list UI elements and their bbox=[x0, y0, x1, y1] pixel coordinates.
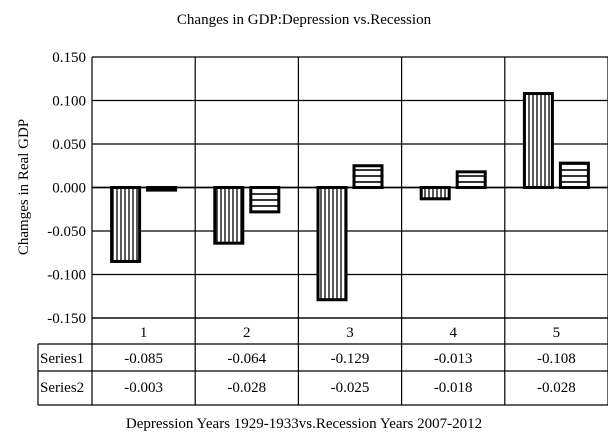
bar bbox=[249, 186, 281, 214]
y-axis-label: Chamges in Real GDP bbox=[16, 119, 32, 255]
data-label: -0.028 bbox=[537, 380, 576, 396]
bar bbox=[213, 186, 245, 245]
y-tick-label: -0.050 bbox=[47, 224, 86, 240]
bar bbox=[419, 186, 451, 201]
x-axis-label: Depression Years 1929-1933vs.Recession Y… bbox=[126, 416, 482, 432]
legend-series-name: Series1 bbox=[40, 351, 84, 367]
bar bbox=[455, 170, 487, 189]
bar bbox=[110, 186, 142, 263]
y-tick-label: 0.150 bbox=[52, 50, 86, 66]
data-label: -0.013 bbox=[434, 351, 473, 367]
data-label: -0.085 bbox=[124, 351, 163, 367]
data-label: -0.018 bbox=[434, 380, 473, 396]
x-category-label: 5 bbox=[553, 325, 561, 341]
bar bbox=[522, 92, 554, 189]
data-label: -0.064 bbox=[227, 351, 266, 367]
data-label: -0.003 bbox=[124, 380, 163, 396]
x-category-label: 1 bbox=[140, 325, 148, 341]
data-label: -0.108 bbox=[537, 351, 576, 367]
bar bbox=[316, 186, 348, 302]
x-category-label: 4 bbox=[449, 325, 457, 341]
data-label: -0.129 bbox=[331, 351, 370, 367]
y-tick-label: 0.100 bbox=[52, 94, 86, 110]
legend-series-name: Series2 bbox=[40, 380, 84, 396]
y-tick-label: 0.050 bbox=[52, 137, 86, 153]
bar bbox=[146, 186, 178, 192]
data-label: -0.025 bbox=[331, 380, 370, 396]
y-tick-label: -0.100 bbox=[47, 268, 86, 284]
bar bbox=[352, 164, 384, 189]
y-tick-label: -0.150 bbox=[47, 311, 86, 327]
x-category-label: 2 bbox=[243, 325, 251, 341]
x-category-label: 3 bbox=[346, 325, 354, 341]
bar bbox=[558, 161, 590, 189]
data-label: -0.028 bbox=[227, 380, 266, 396]
y-tick-label: 0.000 bbox=[52, 181, 86, 197]
chart-title: Changes in GDP:Depression vs.Recession bbox=[177, 12, 432, 28]
